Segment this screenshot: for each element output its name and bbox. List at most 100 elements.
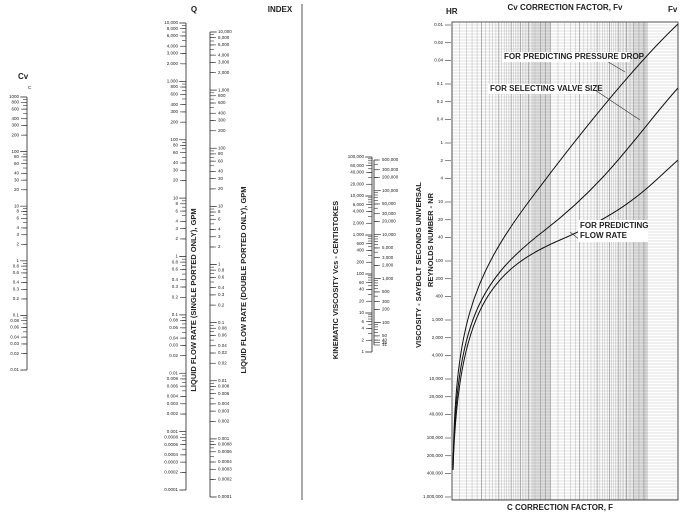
scale-label: 60 xyxy=(218,158,224,163)
scale-label: 0.0006 xyxy=(164,442,178,447)
scale-label: 8 xyxy=(16,209,19,214)
scale-label: 40 xyxy=(359,287,365,292)
scale-label: 0.6 xyxy=(172,267,179,272)
scale-label: 0.1 xyxy=(437,81,444,86)
bottom-title: C CORRECTION FACTOR, F xyxy=(507,503,613,512)
curve-label: FOR PREDICTING PRESSURE DROP xyxy=(504,52,645,61)
scale-label: 0.06 xyxy=(10,325,19,330)
scale-label: 3 xyxy=(175,226,178,231)
scale-label: 100 xyxy=(382,320,390,325)
scale-label: 10,000 xyxy=(429,376,443,381)
scale-label: 20,000 xyxy=(382,219,396,224)
scale-label: 600 xyxy=(218,100,226,105)
scale-label: 20,000 xyxy=(350,181,364,186)
scale-label: 4,000 xyxy=(432,353,444,358)
scale-label: 1 xyxy=(361,349,364,354)
scale-label: 2 xyxy=(175,236,178,241)
index-header: INDEX xyxy=(268,5,293,14)
scale-label: 200,000 xyxy=(427,453,444,458)
scale-label: 1,000 xyxy=(218,87,230,92)
reynolds-title: REYNOLDS NUMBER - NR xyxy=(426,192,435,287)
scale-label: 0.8 xyxy=(13,263,20,268)
scale-label: 200 xyxy=(356,259,364,264)
scale-label: 0.0004 xyxy=(218,459,232,464)
q-header: Q xyxy=(191,5,197,14)
scale-label: 300 xyxy=(382,299,390,304)
scale-label: 4 xyxy=(361,326,364,331)
scale-label: 0.002 xyxy=(218,419,230,424)
scale-label: 1 xyxy=(16,258,19,263)
scale-label: 0.002 xyxy=(167,411,179,416)
scale-label: 800 xyxy=(218,93,226,98)
scale-label: 30,000 xyxy=(382,211,396,216)
scale-label: 10 xyxy=(173,195,179,200)
scale-label: 0.0004 xyxy=(164,452,178,457)
scale-label: 100 xyxy=(356,271,364,276)
kinematic-title: KINEMATIC VISCOSITY Vcs - CENTISTOKES xyxy=(331,201,340,359)
scale-label: 0.2 xyxy=(218,302,225,307)
scale-label: 0.03 xyxy=(169,343,178,348)
scale-label: 3,000 xyxy=(382,255,394,260)
scale-label: 100,000 xyxy=(348,154,365,159)
scale-label: 2 xyxy=(16,242,19,247)
scale-label: 4 xyxy=(440,176,443,181)
scale-label: 30 xyxy=(173,167,179,172)
scale-label: 0.02 xyxy=(218,360,227,365)
scale-label: 0.1 xyxy=(218,320,225,325)
scale-label: 0.006 xyxy=(218,391,230,396)
scale-label: 0.03 xyxy=(218,350,227,355)
scale-label: 20 xyxy=(14,187,20,192)
scale-label: 100,000 xyxy=(382,188,399,193)
scale-label: 0.08 xyxy=(218,325,227,330)
label-bg xyxy=(488,84,596,94)
scale-label: 20 xyxy=(173,178,179,183)
scale-label: 400 xyxy=(356,248,364,253)
scale-label: 10,000 xyxy=(164,20,178,25)
scale-label: 0.01 xyxy=(169,370,178,375)
scale-label: 300 xyxy=(218,118,226,123)
scale-label: 3 xyxy=(16,232,19,237)
scale-label: 1 xyxy=(440,140,443,145)
curve-size xyxy=(452,87,679,471)
scale-label: 2,000 xyxy=(218,70,230,75)
scale-label: 0.0003 xyxy=(164,459,178,464)
scale-label: 4 xyxy=(175,219,178,224)
scale-label: 0.3 xyxy=(172,284,179,289)
scale-label: 1,000,000 xyxy=(423,494,444,499)
top-title: Cv CORRECTION FACTOR, Fv xyxy=(508,3,624,12)
scale-label: 0.0006 xyxy=(218,449,232,454)
scale-label: 6 xyxy=(175,208,178,213)
fv-label: Fv xyxy=(668,5,678,14)
scale-label: 0.3 xyxy=(13,287,20,292)
curve-flow xyxy=(452,159,679,471)
scale-label: 50 xyxy=(382,333,388,338)
cv-header: Cv xyxy=(18,72,29,81)
scale-label: 6,000 xyxy=(167,33,179,38)
scale-label: 0.01 xyxy=(10,367,19,372)
scale-label: 1000 xyxy=(9,94,20,99)
scale-label: 4,000 xyxy=(353,209,365,214)
scale-label: 0.0002 xyxy=(218,477,232,482)
scale-label: 10,000 xyxy=(218,29,232,34)
scale-label: 0.3 xyxy=(218,292,225,297)
scale-label: 40 xyxy=(438,235,444,240)
scale-label: 6,000 xyxy=(353,202,365,207)
scale-label: 4,000 xyxy=(167,43,179,48)
scale-label: 0.0003 xyxy=(218,466,232,471)
scale-label: 1 xyxy=(218,262,221,267)
scale-label: 2,000 xyxy=(353,220,365,225)
scale-label: 80 xyxy=(14,154,20,159)
scale-label: 8 xyxy=(218,209,221,214)
scale-label: 400 xyxy=(170,102,178,107)
scale-label: 5,000 xyxy=(382,245,394,250)
scale-label: 6 xyxy=(16,216,19,221)
scale-label: 200 xyxy=(11,132,19,137)
scale-label: 1 xyxy=(175,254,178,259)
scale-label: 0.06 xyxy=(218,333,227,338)
scale-label: 0.2 xyxy=(437,99,444,104)
scale-label: 4 xyxy=(218,227,221,232)
scale-label: 10 xyxy=(359,310,365,315)
label-bg xyxy=(502,52,630,62)
cv-sub: C xyxy=(28,85,32,90)
scale-label: 8,000 xyxy=(167,26,179,31)
